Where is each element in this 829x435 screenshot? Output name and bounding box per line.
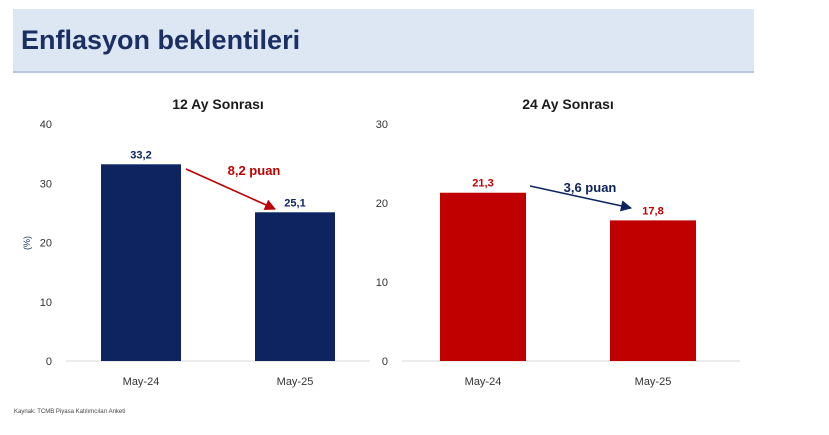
y-tick-label: 10 (376, 277, 388, 289)
x-tick-label: May-25 (277, 376, 314, 388)
source-note: Kaynak: TCMB Piyasa Katılımcıları Anketi (14, 409, 126, 415)
x-tick-label: May-24 (123, 376, 160, 388)
value-label: 33,2 (130, 149, 151, 161)
value-label: 21,3 (472, 178, 493, 190)
y-axis-ticks: 0 10 20 30 (376, 119, 388, 368)
bar-may-25 (255, 212, 335, 361)
chart-title: 24 Ay Sonrası (522, 96, 614, 112)
bar-may-25 (610, 220, 696, 361)
chart-title: 12 Ay Sonrası (172, 96, 264, 112)
x-axis-ticks: May-24 May-25 (465, 376, 672, 388)
y-tick-label: 30 (376, 119, 388, 131)
page-title: Enflasyon beklentileri (21, 25, 301, 55)
change-annotation: 8,2 puan (228, 163, 281, 178)
y-tick-label: 0 (46, 356, 52, 368)
bar-may-24 (101, 164, 181, 361)
change-arrow (185, 168, 277, 210)
value-labels: 21,3 17,8 (472, 178, 663, 218)
y-axis-label: (%) (22, 236, 32, 250)
value-label: 17,8 (642, 205, 663, 217)
change-annotation: 3,6 puan (564, 180, 617, 195)
y-tick-label: 40 (40, 119, 52, 131)
bar-may-24 (440, 192, 526, 361)
y-axis-ticks: 0 10 20 30 40 (40, 119, 52, 368)
page-header: Enflasyon beklentileri (13, 9, 754, 73)
change-arrow (529, 185, 633, 212)
x-tick-label: May-25 (635, 376, 672, 388)
x-tick-label: May-24 (465, 376, 502, 388)
y-tick-label: 20 (376, 198, 388, 210)
y-tick-label: 20 (40, 238, 52, 250)
value-labels: 33,2 25,1 (130, 149, 305, 209)
y-tick-label: 30 (40, 178, 52, 190)
chart-12-ay: 12 Ay Sonrası (%) 0 10 20 30 40 33,2 25,1 May… (22, 96, 370, 388)
y-tick-label: 0 (382, 356, 388, 368)
y-tick-label: 10 (40, 297, 52, 309)
value-label: 25,1 (284, 197, 305, 209)
bars (440, 192, 696, 361)
bars (101, 164, 335, 361)
x-axis-ticks: May-24 May-25 (123, 376, 314, 388)
